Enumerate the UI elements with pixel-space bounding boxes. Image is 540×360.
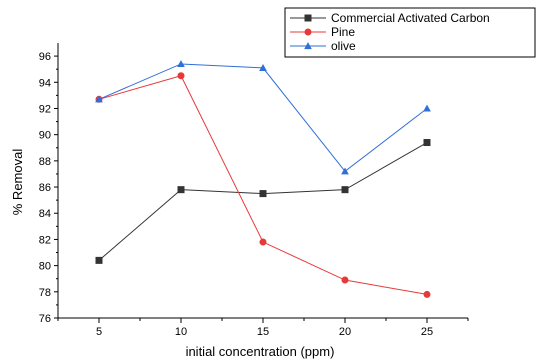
legend-marker-olive	[304, 42, 312, 50]
series-olive	[95, 60, 431, 175]
y-tick-label: 86	[39, 182, 51, 194]
series-commercial-activated-carbon	[95, 139, 431, 264]
series-pine	[95, 72, 431, 298]
y-tick-label: 96	[39, 51, 51, 63]
data-point-olive	[259, 64, 267, 71]
data-point-pine	[341, 276, 349, 284]
legend-marker-commercial-activated-carbon	[304, 14, 312, 22]
y-tick-label: 84	[39, 208, 51, 220]
y-tick-label: 76	[39, 313, 51, 325]
x-tick-label: 20	[339, 326, 351, 338]
data-point-pine	[259, 238, 267, 246]
legend-box	[284, 7, 536, 58]
x-ticks: 5 10 15 20 25	[57, 318, 469, 338]
y-tick-label: 90	[39, 130, 51, 142]
y-tick-label: 82	[39, 234, 51, 246]
data-point-commercial-activated-carbon	[259, 190, 267, 198]
y-tick-label: 88	[39, 156, 51, 168]
data-point-pine	[423, 290, 431, 298]
y-tick-label: 92	[39, 103, 51, 115]
x-tick-label: 5	[96, 326, 102, 338]
data-point-commercial-activated-carbon	[423, 139, 431, 147]
y-tick-label: 80	[39, 261, 51, 273]
x-tick-label: 15	[257, 326, 269, 338]
data-point-commercial-activated-carbon	[341, 186, 349, 194]
series-line-olive	[98, 63, 428, 173]
axes	[57, 43, 468, 319]
y-ticks: 76 78 80 82 84 86 88 90 92 94 96	[39, 51, 58, 325]
legend-label-commercial-activated-carbon: Commercial Activated Carbon	[331, 11, 490, 25]
x-tick-label: 10	[175, 326, 187, 338]
data-point-commercial-activated-carbon	[95, 256, 103, 264]
legend-label-olive: olive	[331, 39, 356, 53]
y-tick-label: 94	[39, 77, 51, 89]
data-point-olive	[423, 104, 431, 112]
series-layer	[95, 60, 431, 298]
series-line-pine	[98, 75, 428, 295]
x-tick-label: 25	[421, 326, 433, 338]
legend-label-pine: Pine	[331, 25, 355, 39]
data-point-olive	[95, 95, 103, 103]
data-point-olive	[177, 60, 185, 68]
y-axis-label: % Removal	[10, 149, 25, 216]
data-point-commercial-activated-carbon	[177, 186, 185, 194]
x-axis-label: initial concentration (ppm)	[186, 344, 335, 359]
y-tick-label: 78	[39, 287, 51, 299]
legend-marker-pine	[304, 28, 312, 36]
data-point-pine	[177, 72, 185, 80]
data-point-olive	[341, 167, 349, 175]
